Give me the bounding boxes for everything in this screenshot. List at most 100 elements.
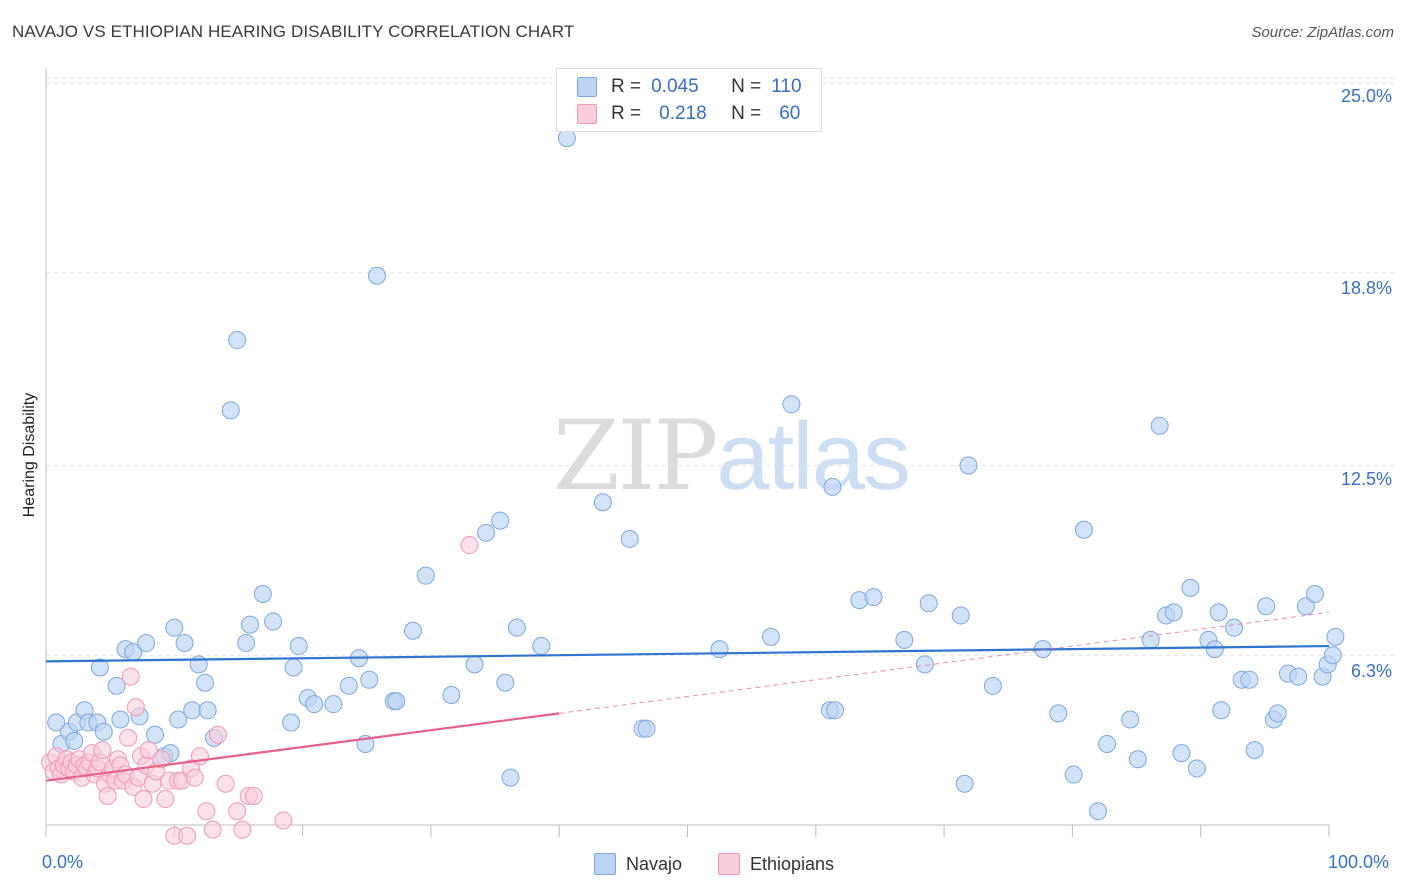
ethiopians-trend-line-extension [559, 611, 1330, 714]
ethiopians-point [244, 786, 263, 805]
navajo-point [94, 722, 113, 741]
navajo-point [146, 725, 165, 744]
navajo-point [1212, 701, 1231, 720]
navajo-point [919, 594, 938, 613]
navajo-point [782, 395, 801, 414]
navajo-point [1164, 603, 1183, 622]
navajo-point [282, 713, 301, 732]
navajo-point [169, 710, 188, 729]
ethiopians-point [178, 826, 197, 845]
navajo-point [253, 585, 272, 604]
legend-n-value: 60 [779, 103, 801, 124]
navajo-point [90, 658, 109, 677]
ethiopians-point [185, 768, 204, 787]
ethiopians-point [233, 820, 252, 839]
ethiopians-legend-swatch [718, 853, 740, 875]
y-tick-label-18-8: 18.8% [1340, 278, 1392, 298]
navajo-point [1187, 759, 1206, 778]
legend-item-ethiopians: Ethiopians [718, 852, 834, 876]
navajo-point [710, 640, 729, 659]
ethiopians-legend-label: Ethiopians [750, 853, 835, 874]
ethiopians-point [98, 786, 117, 805]
legend-r-label: R = [611, 76, 642, 97]
navajo-point [1289, 667, 1308, 686]
ethiopians-point [216, 774, 235, 793]
navajo-point [198, 701, 217, 720]
ethiopians-point [208, 725, 227, 744]
navajo-point [491, 511, 510, 530]
legend-n-label: N = [731, 76, 762, 97]
navajo-point [826, 701, 845, 720]
navajo-point [387, 692, 406, 711]
navajo-point [183, 701, 202, 720]
navajo-point [175, 633, 194, 652]
navajo-point [823, 477, 842, 496]
navajo-point [1205, 640, 1224, 659]
navajo-point [305, 695, 324, 714]
navajo-point [1181, 578, 1200, 597]
legend-r-value: 0.218 [659, 103, 707, 124]
legend-n-label: N = [731, 103, 762, 124]
y-tick-label-25: 25.0% [1340, 86, 1392, 106]
source-label: Source: ZipAtlas.com [1251, 24, 1394, 41]
navajo-point [1089, 802, 1108, 821]
navajo-point [240, 615, 259, 634]
navajo-point [403, 621, 422, 640]
navajo-point [1141, 630, 1160, 649]
watermark-zip: ZIP [553, 400, 718, 512]
legend-row-ethiopians: R = 0.218 N = 60 [577, 102, 800, 126]
ethiopians-point [197, 802, 216, 821]
x-tick-label-max: 100.0% [1328, 852, 1390, 872]
navajo-point [360, 670, 379, 689]
legend-item-navajo: Navajo [594, 852, 682, 876]
navajo-point [1172, 744, 1191, 763]
legend-row-navajo: R = 0.045 N = 110 [577, 75, 802, 99]
legend-r-label: R = [611, 103, 642, 124]
navajo-point [1225, 618, 1244, 637]
navajo-point [496, 673, 515, 692]
ethiopians-point [152, 750, 171, 769]
navajo-point [501, 768, 520, 787]
navajo-point [1305, 585, 1324, 604]
navajo-point [1121, 710, 1140, 729]
navajo-point [637, 719, 656, 738]
navajo-point [593, 493, 612, 512]
navajo-point [620, 529, 639, 548]
navajo-point [196, 673, 215, 692]
navajo-point [1257, 597, 1276, 616]
navajo-point [959, 456, 978, 475]
navajo-trend-line [45, 644, 1330, 663]
navajo-point [1098, 734, 1117, 753]
navajo-point [1326, 627, 1345, 646]
y-tick-label-12-5: 12.5% [1340, 469, 1392, 489]
navajo-point [1323, 646, 1342, 665]
navajo-point [237, 633, 256, 652]
navajo-point [221, 401, 240, 420]
navajo-point [284, 658, 303, 677]
ethiopians-swatch [577, 104, 597, 124]
navajo-point [442, 686, 461, 704]
navajo-point [1240, 670, 1259, 689]
navajo-point [228, 331, 247, 350]
navajo-point [1245, 741, 1264, 760]
chart-title: NAVAJO VS ETHIOPIAN HEARING DISABILITY C… [12, 22, 575, 41]
navajo-point [532, 637, 551, 656]
navajo-point [1296, 597, 1315, 616]
navajo-point [864, 588, 883, 607]
ethiopians-point [119, 728, 138, 747]
x-tick-label-min: 0.0% [42, 852, 84, 872]
ethiopians-point [156, 790, 175, 809]
navajo-point [368, 266, 387, 285]
navajo-point [915, 655, 934, 674]
navajo-point [951, 606, 970, 625]
navajo-point [324, 695, 343, 714]
navajo-legend-swatch [594, 853, 616, 875]
navajo-point [557, 129, 576, 148]
navajo-point [339, 676, 358, 695]
ethiopians-point [274, 811, 293, 830]
ethiopians-point [126, 698, 145, 717]
y-tick-label-6-3: 6.3% [1350, 661, 1392, 681]
navajo-point [137, 633, 156, 652]
ethiopians-point [139, 741, 158, 760]
